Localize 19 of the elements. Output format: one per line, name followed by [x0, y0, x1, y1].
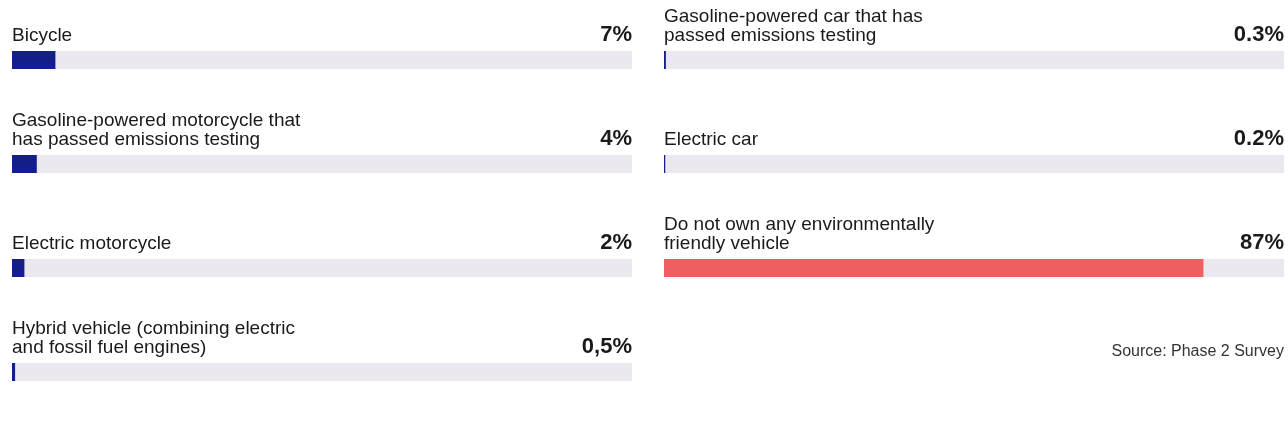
y-tick-label: Electric car — [664, 128, 759, 149]
y-tick-label: Gasoline-powered car that has passed emissions testing — [664, 5, 923, 45]
data-label: 0,5% — [581, 333, 632, 358]
bar — [12, 259, 25, 277]
bar — [12, 363, 16, 381]
bar — [12, 155, 37, 173]
y-tick-label: Electric motorcycle — [12, 232, 172, 253]
bar — [12, 51, 56, 69]
data-label: 0.3% — [1233, 21, 1284, 46]
y-tick-label: Do not own any environmentally friendly vehicle — [664, 213, 935, 253]
data-label: 2% — [600, 229, 632, 254]
data-label: 4% — [600, 125, 632, 150]
data-label: 0.2% — [1233, 125, 1284, 150]
source-note: Source: Phase 2 Survey — [1111, 342, 1284, 360]
y-tick-label: Gasoline-powered motorcycle that has passed emissions testing — [12, 109, 302, 149]
y-tick-label: Bicycle — [12, 24, 73, 45]
y-tick-label: Hybrid vehicle (combining electric and fossil fuel engines) — [12, 317, 295, 357]
data-label: 87% — [1239, 229, 1284, 254]
data-label: 7% — [600, 21, 632, 46]
